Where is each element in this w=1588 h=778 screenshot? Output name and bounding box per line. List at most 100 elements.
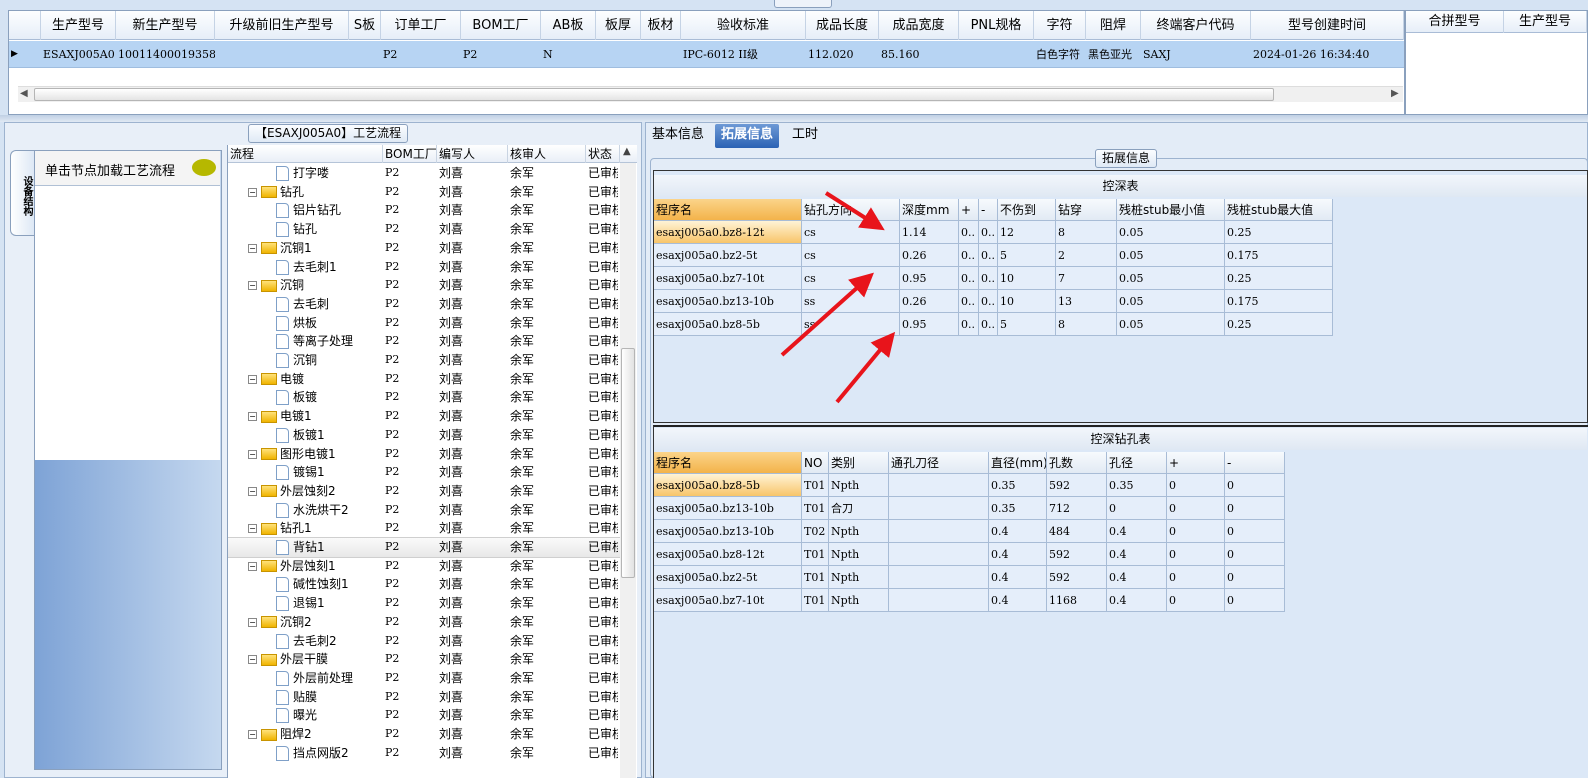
horizontal-scrollbar[interactable]: ◀ ▶ (18, 86, 1403, 102)
table-cell[interactable]: 0.4 (989, 589, 1047, 612)
table-cell[interactable]: 0.05 (1117, 267, 1225, 290)
tree-row[interactable]: − 沉铜1 P2 刘喜 余军 已审核 (228, 239, 621, 258)
tree-row[interactable]: 板镀1 P2 刘喜 余军 已审核 (228, 426, 621, 445)
column-header[interactable]: BOM工厂 (385, 145, 437, 163)
table-cell[interactable]: 0.. (959, 267, 979, 290)
table-cell[interactable] (889, 566, 989, 589)
table-cell[interactable]: T01 (802, 474, 829, 497)
column-header[interactable]: 验收标准 (681, 11, 806, 40)
tree-row[interactable]: − 阻焊2 P2 刘喜 余军 已审核 (228, 725, 621, 744)
table-cell[interactable]: cs (802, 267, 900, 290)
column-header[interactable]: 通孔刀径 (889, 452, 989, 474)
table-cell[interactable]: 712 (1047, 497, 1107, 520)
column-header[interactable]: 直径(mm) (989, 452, 1047, 474)
column-header[interactable]: 程序名 (654, 199, 802, 221)
table-cell[interactable]: T01 (802, 589, 829, 612)
column-header[interactable]: 新生产型号 (116, 11, 215, 40)
column-header[interactable]: 升级前旧生产型号 (215, 11, 349, 40)
table-cell[interactable]: 0 (1225, 474, 1285, 497)
collapse-icon[interactable]: − (248, 374, 257, 384)
collapse-icon[interactable]: − (248, 243, 257, 253)
collapse-icon[interactable]: − (248, 655, 257, 665)
tree-row[interactable]: − 外层蚀刻2 P2 刘喜 余军 已审核 (228, 482, 621, 501)
tree-row[interactable]: − 沉铜2 P2 刘喜 余军 已审核 (228, 613, 621, 632)
table-cell[interactable]: 0.. (979, 313, 998, 336)
table-cell[interactable]: 0 (1225, 520, 1285, 543)
tree-node[interactable]: − 外层干膜 (228, 650, 383, 669)
column-header[interactable]: AB板 (541, 11, 596, 40)
tree-node[interactable]: 打字喽 (228, 164, 383, 183)
tree-node[interactable]: 板镀1 (228, 426, 383, 445)
table-cell[interactable]: 0 (1107, 497, 1167, 520)
tree-row[interactable]: 钻孔 P2 刘喜 余军 已审核 (228, 220, 621, 239)
tree-row[interactable]: − 外层蚀刻1 P2 刘喜 余军 已审核 (228, 557, 621, 576)
column-header[interactable]: 钻穿 (1056, 199, 1117, 221)
tab-device-structure[interactable]: 设备结构 (10, 150, 34, 236)
tree-node[interactable]: 铝片钻孔 (228, 201, 383, 220)
tree-node[interactable]: − 外层蚀刻2 (228, 482, 383, 501)
tree-row[interactable]: 贴膜 P2 刘喜 余军 已审核 (228, 688, 621, 707)
table-cell[interactable]: 0.. (979, 267, 998, 290)
table-cell[interactable]: 0 (1225, 566, 1285, 589)
scroll-up-icon[interactable]: ▲ (623, 146, 631, 157)
tree-node[interactable]: 去毛刺2 (228, 632, 383, 651)
table-cell[interactable] (889, 589, 989, 612)
table-cell[interactable]: 0.4 (1107, 543, 1167, 566)
tree-row[interactable]: 等离子处理 P2 刘喜 余军 已审核 (228, 332, 621, 351)
table-cell[interactable]: 0.26 (900, 290, 959, 313)
column-header[interactable]: S板 (349, 11, 381, 40)
table-cell[interactable]: 5 (998, 313, 1056, 336)
table-cell[interactable]: 0 (1167, 474, 1225, 497)
tree-node[interactable]: − 沉铜1 (228, 239, 383, 258)
table-cell[interactable]: 0.175 (1225, 244, 1333, 267)
tree-row[interactable]: 水洗烘干2 P2 刘喜 余军 已审核 (228, 501, 621, 520)
tree-node[interactable]: − 电镀 (228, 370, 383, 389)
collapse-icon[interactable]: − (248, 412, 257, 422)
tab-extended-info[interactable]: 拓展信息 (715, 124, 780, 148)
tree-row[interactable]: 烘板 P2 刘喜 余军 已审核 (228, 314, 621, 333)
tree-row[interactable]: − 电镀1 P2 刘喜 余军 已审核 (228, 407, 621, 426)
table-cell[interactable]: 0.. (959, 313, 979, 336)
tree-node[interactable]: 去毛刺1 (228, 258, 383, 277)
tree-node[interactable]: − 阻焊2 (228, 725, 383, 744)
tree-node[interactable]: 碱性蚀刻1 (228, 575, 383, 594)
table-cell[interactable]: 0.05 (1117, 244, 1225, 267)
tree-row[interactable]: 铝片钻孔 P2 刘喜 余军 已审核 (228, 201, 621, 220)
table-cell[interactable]: 合刀 (829, 497, 889, 520)
tree-node[interactable]: 钻孔 (228, 220, 383, 239)
table-cell[interactable]: ss (802, 313, 900, 336)
table-cell[interactable]: Npth (829, 566, 889, 589)
table-cell[interactable]: 0.35 (989, 474, 1047, 497)
column-header[interactable]: - (979, 199, 998, 221)
column-header[interactable]: 不伤到 (998, 199, 1056, 221)
table-cell[interactable]: esaxj005a0.bz8-5b (654, 313, 802, 336)
table-cell[interactable]: 13 (1056, 290, 1117, 313)
tree-row[interactable]: − 电镀 P2 刘喜 余军 已审核 (228, 370, 621, 389)
table-cell[interactable]: 0.05 (1117, 313, 1225, 336)
table-cell[interactable]: 8 (1056, 221, 1117, 244)
table-cell[interactable]: Npth (829, 520, 889, 543)
tree-row[interactable]: 去毛刺 P2 刘喜 余军 已审核 (228, 295, 621, 314)
collapse-icon[interactable]: − (248, 524, 257, 534)
collapse-icon[interactable]: − (248, 281, 257, 291)
tree-node[interactable]: − 电镀1 (228, 407, 383, 426)
tree-node[interactable]: 沉铜 (228, 351, 383, 370)
table-cell[interactable]: 0.4 (1107, 520, 1167, 543)
column-header[interactable]: 流程 (228, 145, 383, 163)
column-header[interactable]: + (959, 199, 979, 221)
tree-node[interactable]: − 图形电镀1 (228, 445, 383, 464)
column-header[interactable]: 生产型号 (1504, 11, 1587, 33)
table-cell[interactable]: 0.25 (1225, 267, 1333, 290)
table-cell[interactable]: 0.175 (1225, 290, 1333, 313)
tree-row[interactable]: 去毛刺2 P2 刘喜 余军 已审核 (228, 632, 621, 651)
table-cell[interactable]: 0.05 (1117, 221, 1225, 244)
table-cell[interactable]: 0 (1167, 497, 1225, 520)
column-header[interactable]: 核审人 (508, 145, 586, 163)
tab-basic-info[interactable]: 基本信息 (652, 127, 705, 142)
table-cell[interactable]: 5 (998, 244, 1056, 267)
column-header[interactable]: 合拼型号 (1406, 11, 1504, 33)
table-cell[interactable]: 0 (1167, 520, 1225, 543)
column-header[interactable]: 状态 (586, 145, 620, 163)
tree-node[interactable]: 镀锡1 (228, 463, 383, 482)
column-header[interactable]: - (1225, 452, 1285, 474)
